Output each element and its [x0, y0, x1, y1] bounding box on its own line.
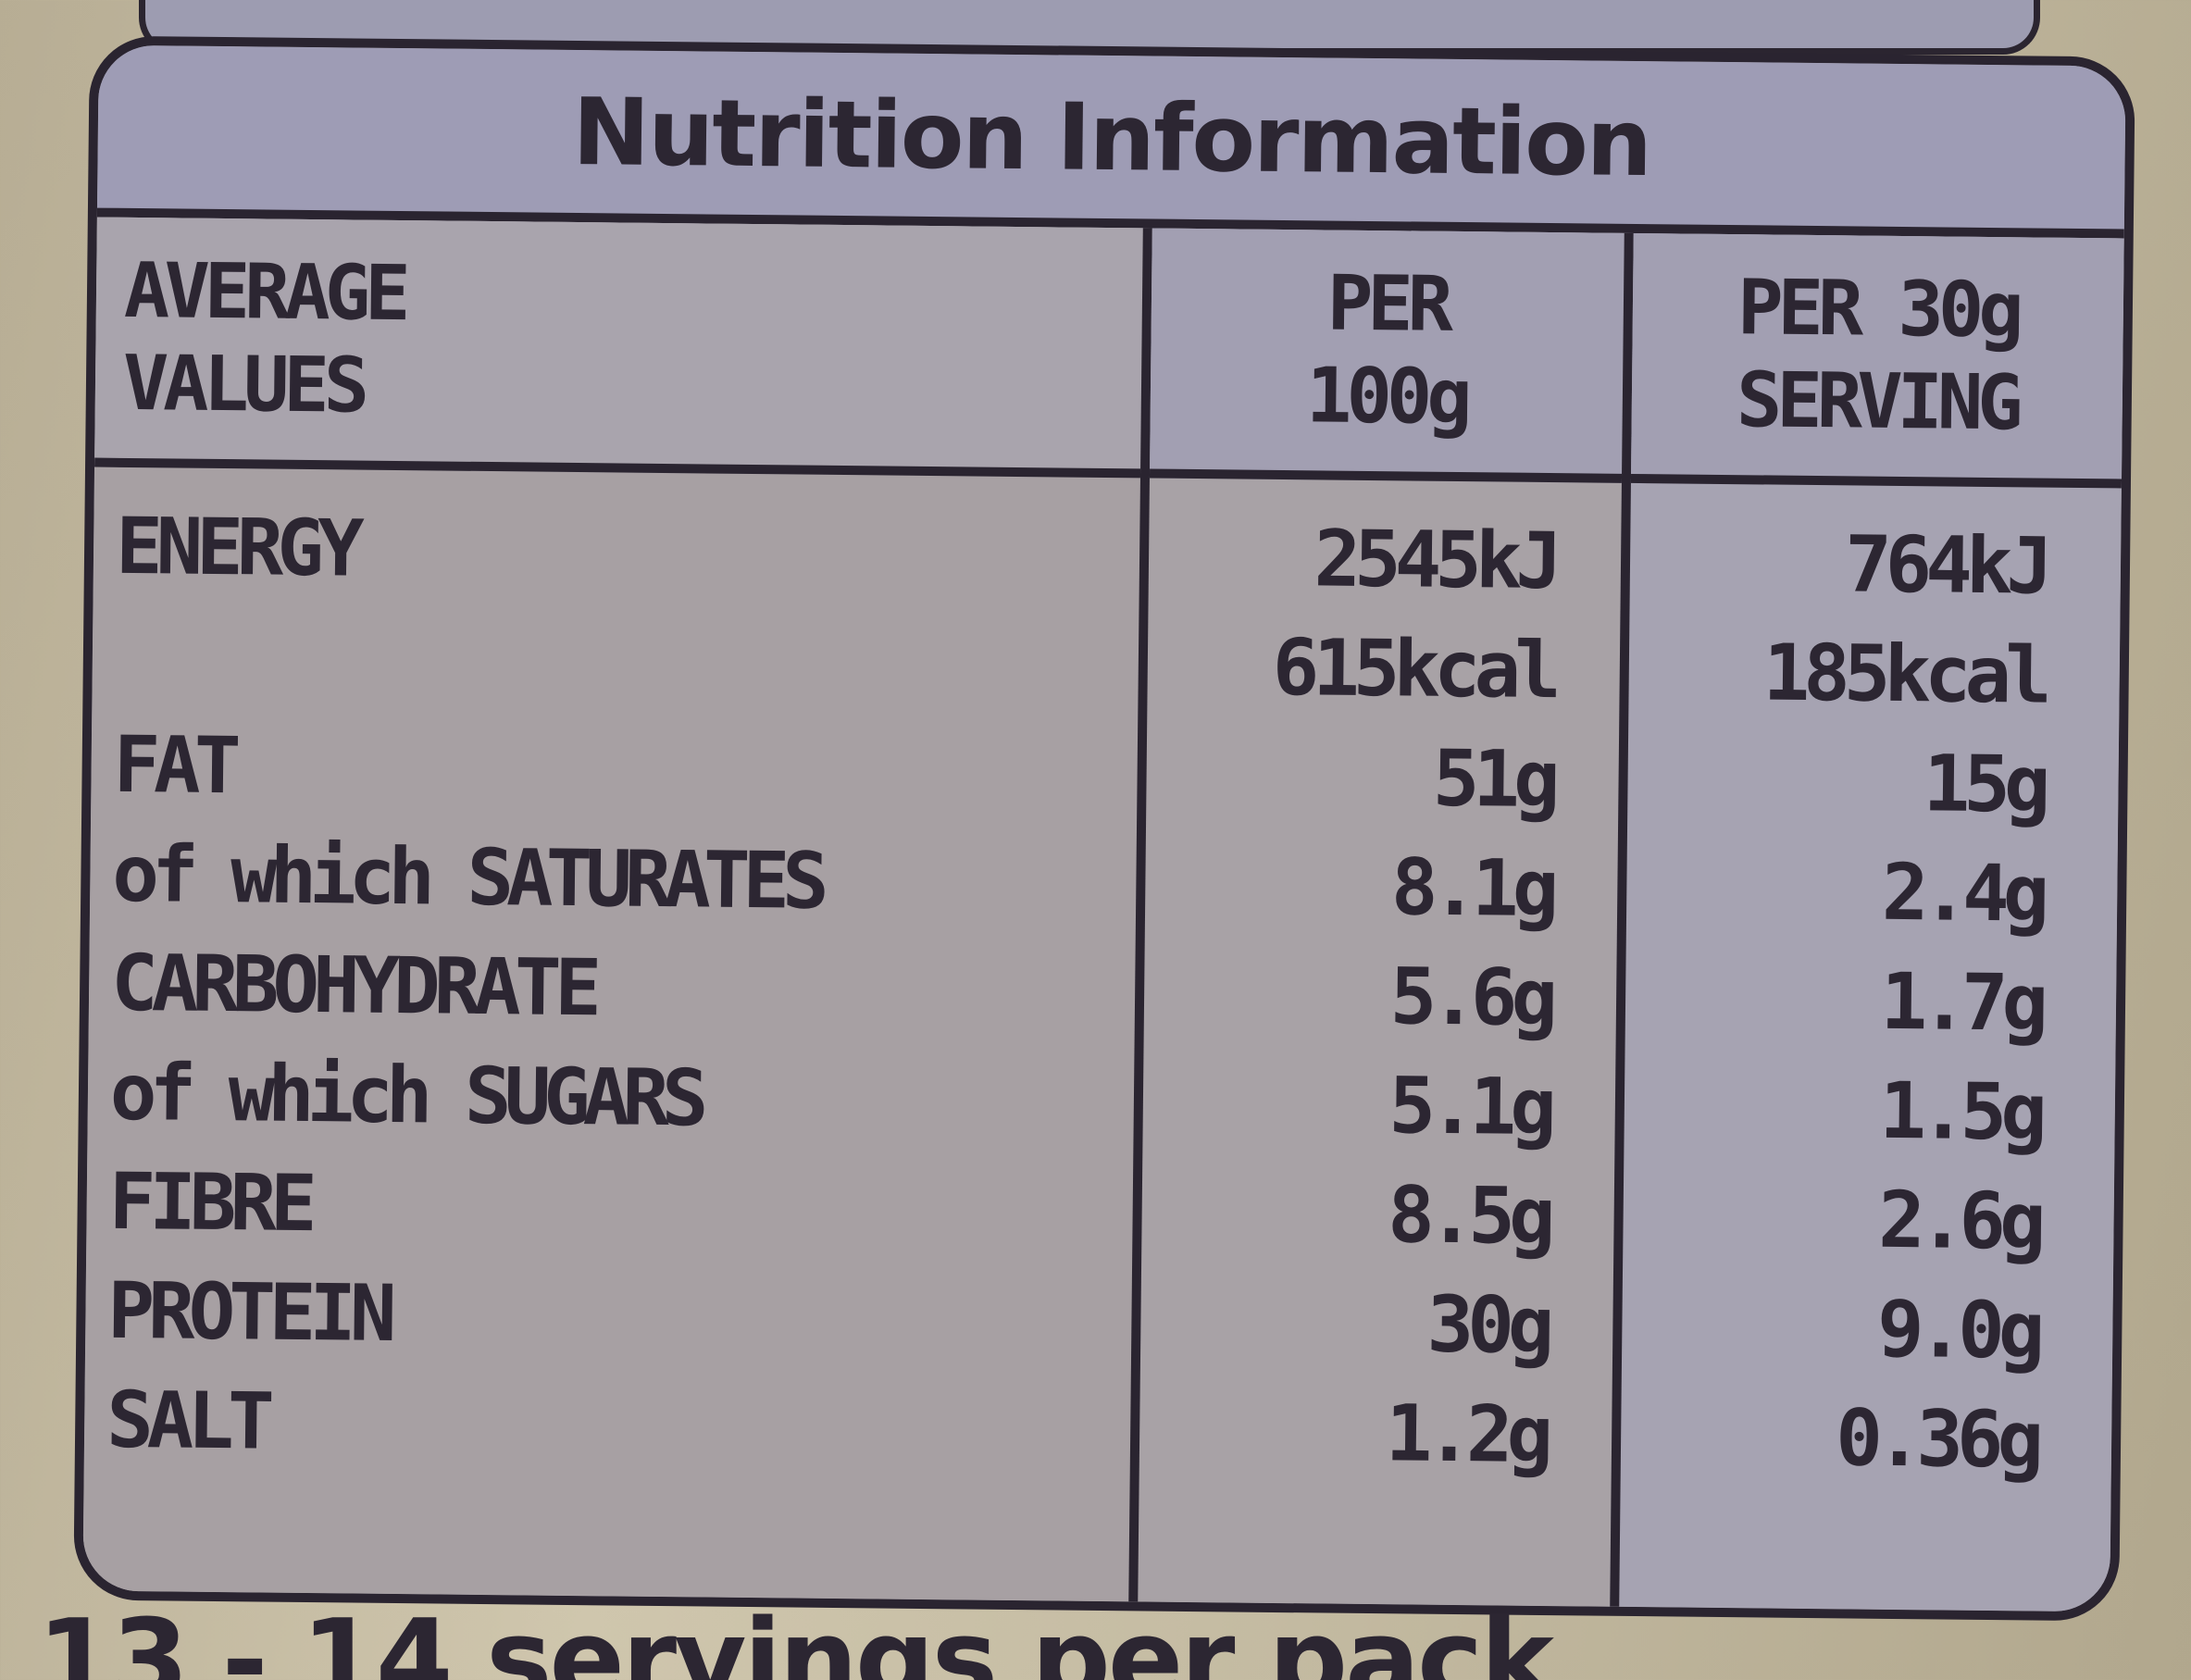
- value-per-serving: 0.36g: [1835, 1392, 2038, 1486]
- header-line: PER 30g: [1737, 264, 2020, 355]
- nutrient-name-column: AVERAGE VALUES ENERGY FAT of which SATUR…: [82, 217, 1143, 1602]
- value-per-serving: 2.4g: [1881, 846, 2044, 940]
- nutrition-label: Nutrition Information AVERAGE VALUES ENE…: [73, 35, 2135, 1622]
- value-per-serving: 1.7g: [1880, 955, 2043, 1049]
- header-line: VALUES: [122, 339, 365, 430]
- value-per-serving: 15g: [1923, 738, 2046, 830]
- nutrient-name: FIBRE: [108, 1155, 312, 1250]
- label-title-band: Nutrition Information: [96, 44, 2126, 239]
- nutrition-table: AVERAGE VALUES ENERGY FAT of which SATUR…: [82, 217, 2124, 1612]
- value-per-100g: 5.1g: [1388, 1060, 1551, 1153]
- value-per-serving: 185kcal: [1762, 627, 2047, 721]
- column-header-average-values: AVERAGE VALUES: [94, 217, 1143, 479]
- nutrient-name: [92, 601, 1139, 721]
- label-title: Nutrition Information: [571, 77, 1651, 197]
- header-line: SERVING: [1736, 356, 2019, 448]
- value-per-serving: 2.6g: [1877, 1174, 2041, 1267]
- value-per-100g: 8.5g: [1387, 1169, 1550, 1263]
- nutrient-name: PROTEIN: [106, 1264, 391, 1359]
- value-per-100g: 1.2g: [1385, 1388, 1548, 1481]
- value-per-100g: 8.1g: [1390, 841, 1553, 935]
- value-per-serving: 9.0g: [1876, 1283, 2039, 1376]
- nutrient-name: SALT: [106, 1374, 269, 1467]
- value-per-100g: 615kcal: [1272, 621, 1556, 716]
- nutrient-name: of which SATURATES: [111, 828, 823, 927]
- header-line: 100g: [1305, 352, 1468, 442]
- per-100g-column: PER 100g 2545kJ 615kcal 51g 8.1g 5.6g 5.…: [1128, 228, 1625, 1607]
- value-per-100g: 5.6g: [1389, 951, 1552, 1044]
- value-per-serving: 1.5g: [1879, 1064, 2042, 1158]
- nutrient-name: FAT: [113, 718, 235, 812]
- header-line: AVERAGE: [123, 246, 406, 339]
- value-per-100g: 2545kJ: [1313, 513, 1557, 607]
- servings-per-pack-text: 13 - 14 servings per pack: [37, 1597, 1554, 1680]
- nutrient-name: of which SUGARS: [109, 1046, 703, 1144]
- column-header-per-100g: PER 100g: [1149, 228, 1625, 483]
- value-per-100g: 51g: [1432, 732, 1555, 826]
- nutrient-name: CARBOHYDRATE: [110, 937, 596, 1034]
- nutrient-name: ENERGY: [115, 500, 359, 594]
- value-per-100g: 30g: [1426, 1278, 1549, 1372]
- value-per-serving: 764kJ: [1844, 518, 2048, 612]
- header-line: PER: [1326, 259, 1449, 349]
- per-serving-column: PER 30g SERVING 764kJ 185kcal 15g 2.4g 1…: [1610, 232, 2124, 1612]
- column-header-per-serving: PER 30g SERVING: [1630, 232, 2124, 489]
